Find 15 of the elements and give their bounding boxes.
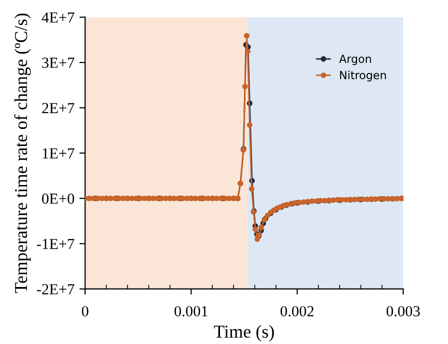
y-tick-label: 1E+7 (42, 148, 74, 158)
legend-label: Argon (339, 54, 371, 66)
y-tick-label: 0E+0 (42, 194, 74, 204)
y-tick-label: 4E+7 (42, 12, 74, 22)
legend-label: Nitrogen (340, 70, 386, 82)
x-tick-label: 0.002 (280, 306, 314, 316)
x-axis-title: Time (s) (214, 325, 274, 342)
y-axis-title: Temperature time rate of change (ºC/s) (14, 14, 31, 294)
y-tick-label: -2E+7 (36, 284, 74, 294)
y-tick-label: -1E+7 (36, 238, 74, 249)
y-tick-label: 2E+7 (42, 102, 74, 114)
x-tick-label: 0.001 (174, 306, 208, 316)
x-tick-label: 0.003 (386, 306, 420, 316)
y-tick-label: 3E+7 (42, 58, 74, 68)
x-tick-label: 0 (82, 306, 88, 316)
